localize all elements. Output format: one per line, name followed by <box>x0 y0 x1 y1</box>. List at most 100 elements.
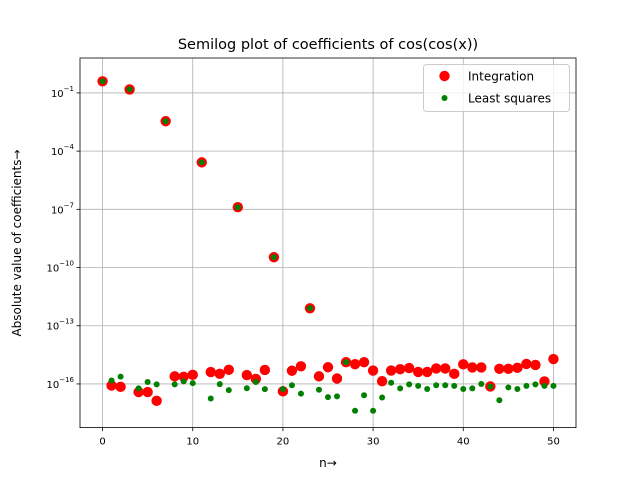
least-squares-point <box>144 379 151 386</box>
least-squares-point <box>442 382 449 389</box>
x-tick-label: 50 <box>547 437 560 448</box>
y-tick-label: 10−1 <box>51 85 74 100</box>
integration-point <box>358 357 370 368</box>
integration-point <box>151 395 162 407</box>
least-squares-point <box>343 359 350 366</box>
integration-point <box>367 365 379 376</box>
integration-point <box>259 364 271 376</box>
least-squares-point <box>370 407 377 414</box>
y-tick-label: 10−10 <box>46 260 74 275</box>
least-squares-point <box>523 382 530 389</box>
y-tick-base: 10 <box>46 380 59 391</box>
least-squares-point <box>306 305 313 312</box>
y-tick-base: 10 <box>46 264 59 275</box>
integration-point <box>494 363 505 375</box>
least-squares-point <box>135 385 142 392</box>
integration-point <box>241 369 253 381</box>
y-tick-label: 10−13 <box>46 318 74 333</box>
least-squares-point <box>379 394 386 401</box>
least-squares-point <box>361 392 368 399</box>
least-squares-point <box>487 383 494 390</box>
least-squares-point <box>352 407 359 414</box>
least-squares-point <box>469 385 476 392</box>
x-axis-ticks: 0 10 20 30 40 50 <box>99 427 560 448</box>
integration-point <box>322 362 334 373</box>
least-squares-point <box>99 78 106 85</box>
data-points <box>97 76 559 414</box>
integration-point <box>440 363 451 374</box>
y-tick-exponent: −7 <box>64 201 74 209</box>
least-squares-point <box>270 254 277 261</box>
integration-point <box>530 359 541 371</box>
integration-point <box>106 380 117 391</box>
y-tick-base: 10 <box>46 322 59 333</box>
least-squares-point <box>117 373 124 380</box>
x-axis-label: n→ <box>319 456 337 470</box>
least-squares-point <box>334 393 341 400</box>
legend-label-least-squares: Least squares <box>468 92 551 106</box>
integration-point <box>205 366 216 378</box>
least-squares-point <box>234 204 241 211</box>
least-squares-point <box>541 382 548 389</box>
least-squares-point <box>532 381 539 388</box>
x-tick-label: 40 <box>457 437 470 448</box>
integration-point <box>548 353 559 365</box>
integration-point <box>476 362 487 373</box>
integration-point <box>169 371 180 382</box>
y-tick-base: 10 <box>51 147 64 158</box>
integration-point <box>422 366 433 378</box>
least-squares-point <box>261 386 268 393</box>
plot-frame <box>79 57 577 429</box>
least-squares-point <box>279 385 286 392</box>
integration-point <box>458 359 469 370</box>
least-squares-point <box>108 377 115 384</box>
legend: Integration Least squares <box>423 64 570 112</box>
y-tick-exponent: −4 <box>64 143 75 151</box>
integration-point <box>142 386 153 398</box>
integration-point <box>449 368 460 380</box>
least-squares-point <box>424 385 431 392</box>
x-tick-label: 0 <box>99 437 105 448</box>
least-squares-point <box>216 381 223 388</box>
least-squares-point <box>433 382 440 389</box>
least-squares-point <box>243 385 250 392</box>
y-tick-base: 10 <box>51 205 64 216</box>
integration-point <box>512 362 523 374</box>
legend-box <box>423 64 570 112</box>
y-tick-base: 10 <box>51 89 64 100</box>
least-squares-point <box>514 385 521 392</box>
least-squares-point <box>460 385 467 392</box>
series-integration <box>97 76 559 407</box>
integration-point <box>403 362 415 374</box>
integration-point <box>394 364 406 375</box>
least-squares-point <box>315 386 322 393</box>
integration-point <box>521 358 532 370</box>
least-squares-point <box>406 381 413 388</box>
least-squares-point <box>451 382 458 389</box>
least-squares-point <box>415 382 422 389</box>
x-tick-label: 20 <box>277 437 290 448</box>
least-squares-point <box>288 382 295 389</box>
least-squares-point <box>153 381 160 388</box>
integration-point <box>214 368 225 380</box>
least-squares-point <box>225 387 232 394</box>
integration-point <box>349 358 361 370</box>
least-squares-point <box>496 397 503 404</box>
y-tick-exponent: −16 <box>59 376 74 384</box>
least-squares-point <box>325 394 331 401</box>
legend-marker-integration <box>439 70 450 82</box>
least-squares-point <box>550 382 557 389</box>
y-tick-label: 10−7 <box>51 201 74 216</box>
integration-point <box>331 373 343 384</box>
integration-point <box>539 376 550 387</box>
least-squares-point <box>180 378 187 385</box>
least-squares-point <box>478 380 485 387</box>
x-tick-label: 10 <box>186 437 199 448</box>
y-tick-label: 10−16 <box>46 376 74 391</box>
chart-title: Semilog plot of coefficients of cos(cos(… <box>178 37 478 53</box>
integration-point <box>385 365 397 376</box>
integration-point <box>295 361 307 372</box>
integration-point <box>223 364 234 375</box>
